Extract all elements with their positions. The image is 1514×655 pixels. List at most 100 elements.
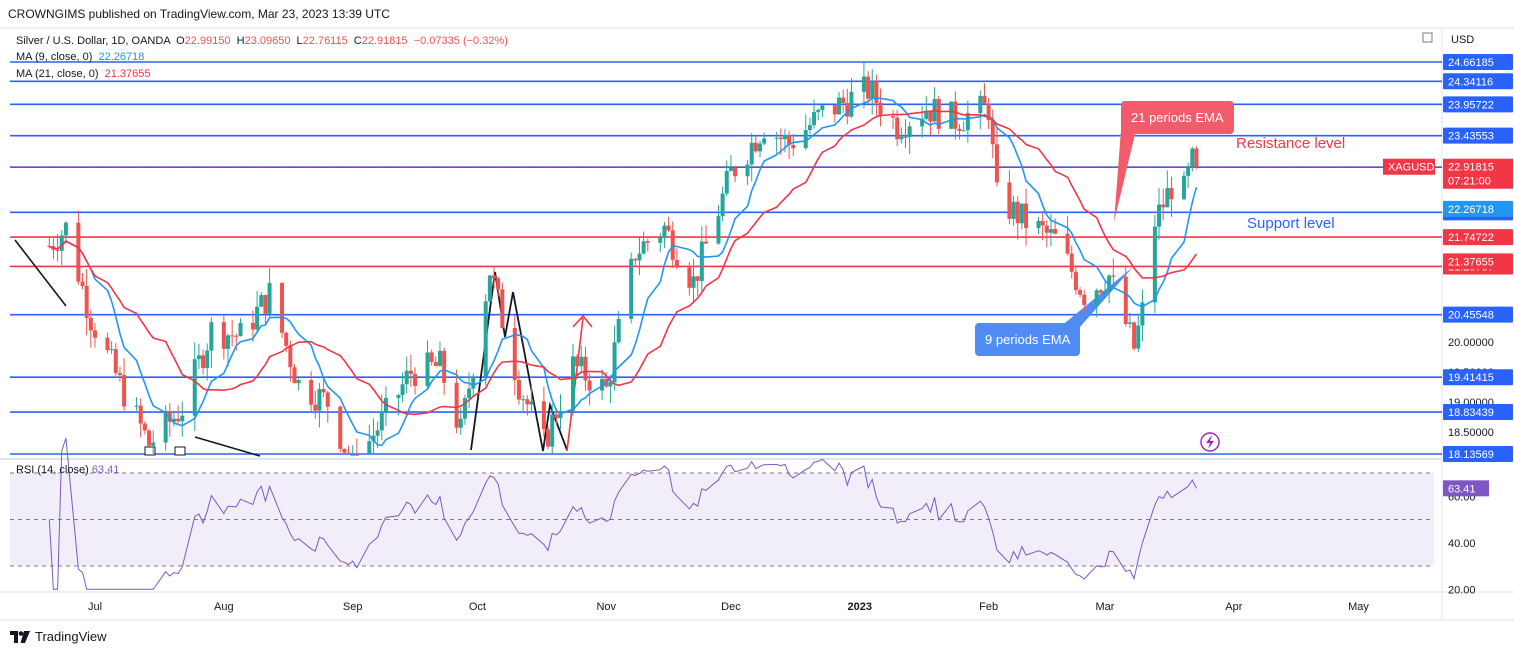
candle-body (267, 283, 272, 314)
candle-body (458, 418, 463, 428)
time-label-nov: Nov (596, 601, 616, 613)
ma21-value: 21.37655 (104, 68, 151, 80)
xagusd-symbol: XAGUSD (1388, 162, 1435, 174)
candle-body (346, 452, 351, 454)
candle-body (699, 241, 704, 281)
candle-body (122, 375, 127, 407)
candle-body (221, 322, 226, 349)
candle-body (413, 373, 418, 387)
tradingview-logo[interactable]: TradingView (10, 629, 107, 644)
level-tag-3-bg (1443, 127, 1513, 144)
candle-body (674, 259, 679, 268)
ma9-legend[interactable]: MA (9, close, 0) 22.26718 (16, 51, 144, 63)
candle-body (192, 359, 197, 416)
candle-body (957, 128, 962, 131)
time-label-jul: Jul (88, 601, 102, 613)
candle-body (134, 405, 139, 407)
level-tag-1: 24.34116 (1448, 76, 1493, 88)
time-axis[interactable]: Jul Aug Sep Oct Nov Dec 2023 Feb Mar Apr May (88, 601, 1369, 613)
candle-body (400, 384, 405, 396)
candle-body (924, 111, 929, 119)
time-label-aug: Aug (214, 601, 234, 613)
level-tag-8: 20.45548 (1448, 310, 1494, 322)
rsi-path (48, 437, 1197, 590)
candle-body (903, 136, 908, 138)
candle-body (583, 356, 588, 381)
candle-body (658, 237, 663, 243)
candle-body (695, 276, 700, 281)
candle-body (807, 125, 812, 131)
candle-body (512, 327, 517, 381)
xagusd-countdown: 07:21:00 (1448, 176, 1491, 188)
horizontal-levels[interactable] (10, 61, 1442, 455)
candle-body (425, 352, 430, 387)
candle-body (745, 164, 750, 177)
time-label-2023: 2023 (848, 601, 872, 613)
publish-header: CROWNGIMS published on TradingView.com, … (8, 7, 390, 21)
candle-body (965, 113, 970, 131)
candle-body (1040, 221, 1045, 226)
currency-label[interactable]: USD (1451, 34, 1475, 46)
up-arrow-head (572, 314, 593, 328)
candle-body (720, 193, 725, 217)
candle-body (1165, 188, 1170, 208)
candle-body (492, 275, 497, 279)
candle-body (791, 144, 796, 149)
candle-body (891, 116, 896, 118)
candle-body (982, 95, 987, 104)
candles (47, 62, 1199, 456)
candle-body (832, 105, 837, 115)
candle-body (284, 332, 289, 346)
candle-body (1132, 322, 1137, 349)
candle-body (849, 91, 854, 117)
candle-body (812, 112, 817, 126)
candle-body (1007, 182, 1012, 219)
candle-body (836, 97, 841, 115)
chart-extras (1422, 32, 1433, 43)
pattern-marker-1 (174, 446, 186, 456)
candle-body (612, 342, 617, 383)
candle-body (662, 225, 667, 238)
rsi-legend[interactable]: RSI (14, close) 63.41 (16, 464, 119, 476)
candle-body (521, 399, 526, 401)
candle-body (570, 356, 575, 411)
candle-body (861, 76, 866, 92)
candle-body (259, 295, 264, 307)
level-tag-11-bg (1443, 446, 1513, 462)
candle-body (716, 216, 721, 244)
candle-body (749, 142, 754, 165)
candle-body (250, 322, 255, 330)
rsi-label: RSI (14, close) (16, 464, 89, 476)
candle-body (1123, 276, 1128, 324)
candle-body (1044, 225, 1049, 233)
candle-body (928, 111, 933, 122)
price-tags: 24.6618524.3411623.9572223.4355322.91059… (1383, 54, 1513, 497)
level-tag-0: 24.66185 (1448, 57, 1494, 69)
level-tag-2: 23.95722 (1448, 99, 1494, 111)
symbol-title: Silver / U.S. Dollar, 1D, OANDA (16, 35, 171, 47)
candle-body (687, 267, 692, 288)
candle-body (375, 430, 380, 436)
ma21-legend[interactable]: MA (21, close, 0) 21.37655 (16, 68, 151, 80)
candle-body (870, 81, 875, 99)
level-tag-0-bg (1443, 54, 1513, 70)
candle-body (176, 418, 181, 422)
open-value: 22.99150 (184, 35, 231, 47)
ma9-line (48, 97, 1198, 447)
downtrend-line-2 (194, 436, 261, 457)
rsi-tag: 63.41 (1448, 483, 1476, 495)
change-value: −0.07335 (−0.32%) (413, 35, 508, 47)
candle-body (496, 278, 501, 290)
time-label-sep: Sep (343, 601, 363, 613)
candle-body (1186, 167, 1191, 176)
candle-body (774, 137, 779, 139)
candle-body (442, 350, 447, 383)
ma21-label: MA (21, close, 0) (16, 68, 99, 80)
price-tick-0: 20.00000 (1448, 337, 1494, 349)
level-tag-10: 18.83439 (1448, 407, 1494, 419)
candle-body (234, 335, 239, 337)
candle-body (1127, 322, 1132, 324)
candle-body (1111, 275, 1116, 277)
chart-grid (0, 27, 1514, 621)
